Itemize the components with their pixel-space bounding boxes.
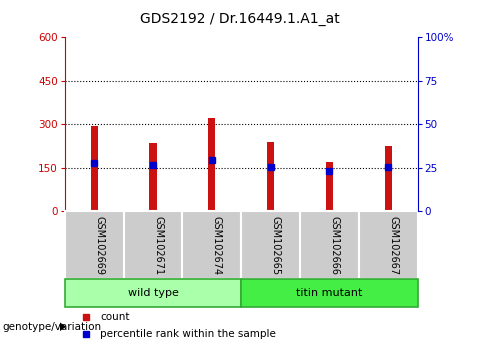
Text: GDS2192 / Dr.16449.1.A1_at: GDS2192 / Dr.16449.1.A1_at [140, 12, 340, 27]
Bar [241, 279, 418, 307]
Bar [124, 211, 182, 279]
Bar [267, 142, 274, 211]
Bar [326, 162, 333, 211]
Text: count: count [100, 312, 130, 322]
Bar [65, 211, 124, 279]
Bar [208, 118, 216, 211]
Text: wild type: wild type [128, 289, 179, 298]
Bar [384, 146, 392, 211]
Bar [149, 143, 156, 211]
Text: genotype/variation: genotype/variation [2, 322, 102, 332]
Text: GSM102671: GSM102671 [153, 216, 163, 275]
Bar [65, 279, 241, 307]
Bar [182, 211, 241, 279]
Text: GSM102666: GSM102666 [329, 216, 339, 275]
Text: percentile rank within the sample: percentile rank within the sample [100, 329, 276, 339]
Text: GSM102674: GSM102674 [212, 216, 222, 275]
Bar [300, 211, 359, 279]
Bar [241, 211, 300, 279]
Bar [91, 126, 98, 211]
Polygon shape [60, 322, 66, 331]
Bar [359, 211, 418, 279]
Text: GSM102669: GSM102669 [94, 216, 104, 275]
Text: GSM102665: GSM102665 [271, 216, 281, 275]
Text: titin mutant: titin mutant [296, 289, 362, 298]
Text: GSM102667: GSM102667 [388, 216, 398, 275]
